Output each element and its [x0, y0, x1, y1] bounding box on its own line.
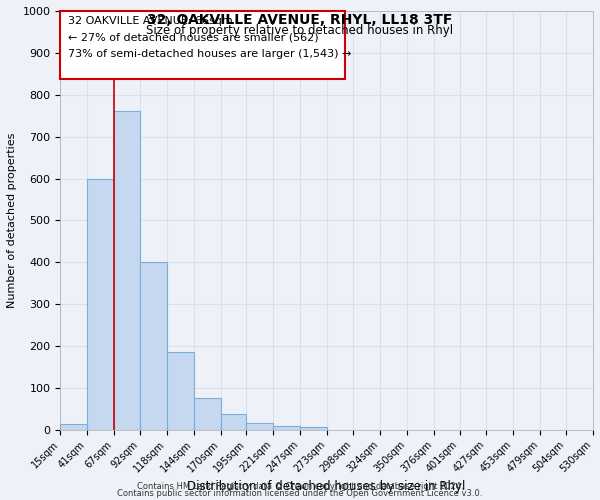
Bar: [140, 262, 167, 430]
Text: 73% of semi-detached houses are larger (1,543) →: 73% of semi-detached houses are larger (…: [68, 48, 352, 58]
Text: 32, OAKVILLE AVENUE, RHYL, LL18 3TF: 32, OAKVILLE AVENUE, RHYL, LL18 3TF: [148, 12, 452, 26]
Bar: [247, 422, 274, 430]
Bar: [87, 178, 114, 430]
Text: ← 27% of detached houses are smaller (562): ← 27% of detached houses are smaller (56…: [68, 32, 319, 42]
Text: Contains public sector information licensed under the Open Government Licence v3: Contains public sector information licen…: [118, 490, 482, 498]
Bar: [274, 426, 300, 430]
Bar: [114, 112, 140, 430]
Bar: [167, 352, 194, 430]
Bar: [221, 414, 247, 430]
Bar: [60, 424, 87, 430]
Bar: [194, 398, 221, 430]
Text: 32 OAKVILLE AVENUE: 66sqm: 32 OAKVILLE AVENUE: 66sqm: [68, 16, 233, 26]
Text: Contains HM Land Registry data © Crown copyright and database right 2024.: Contains HM Land Registry data © Crown c…: [137, 482, 463, 491]
Text: Size of property relative to detached houses in Rhyl: Size of property relative to detached ho…: [146, 24, 454, 37]
Y-axis label: Number of detached properties: Number of detached properties: [7, 132, 17, 308]
X-axis label: Distribution of detached houses by size in Rhyl: Distribution of detached houses by size …: [187, 480, 466, 493]
Bar: [300, 427, 327, 430]
FancyBboxPatch shape: [60, 11, 345, 79]
